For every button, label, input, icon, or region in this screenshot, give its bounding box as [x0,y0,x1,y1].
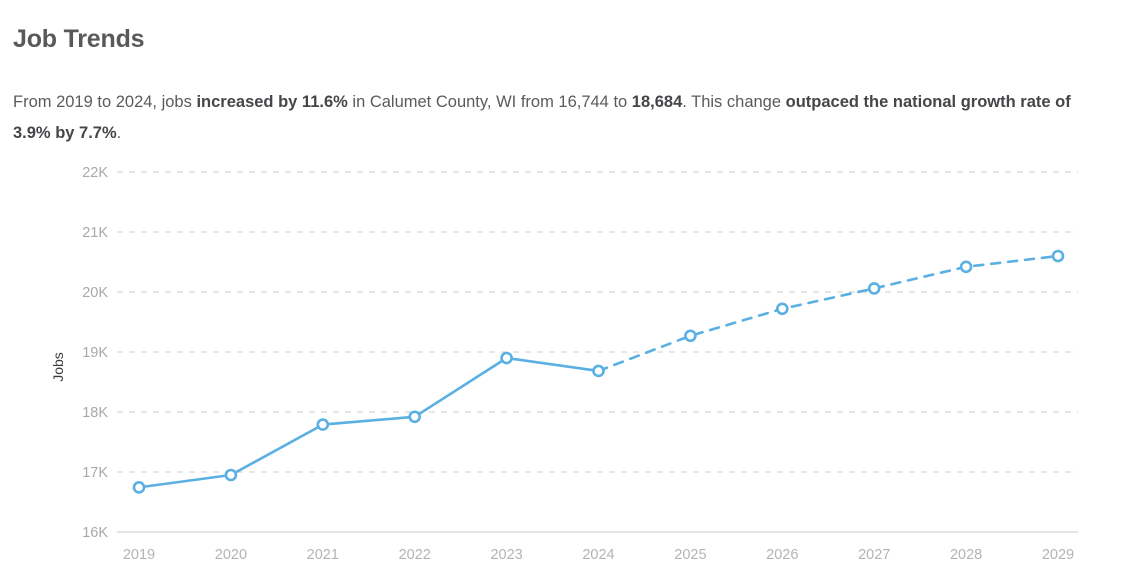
series-lines [137,254,1060,489]
y-axis-tick-label: 17K [82,465,108,481]
x-axis-tick-label: 2026 [766,547,798,563]
data-point-marker[interactable] [316,418,330,431]
data-point-marker[interactable] [500,351,513,365]
x-axis-tick-label: 2022 [399,547,431,563]
summary-national-comparison-highlight: outpaced the national growth rate of 3.9… [13,92,1071,142]
series-line-dashed [597,254,1060,373]
y-axis-tick-label: 21K [82,225,108,241]
x-axis-tick-label: 2025 [674,547,706,563]
y-axis-tick-label: 22K [82,165,108,181]
y-axis-tick-label: 20K [82,285,108,301]
x-axis-tick-label: 2024 [582,547,614,563]
x-axis-tick-label: 2019 [123,547,155,563]
summary-segment-5: . This change [682,92,786,111]
data-point-marker[interactable] [959,260,973,274]
data-point-marker[interactable] [867,282,881,295]
x-axis-tick-labels: 2019 2020 2021 2022 2023 2024 2025 2026 2027 2028… [123,547,1074,563]
x-axis-tick-label: 2020 [215,547,247,563]
job-trends-chart: Jobs 22K 21K 20K 19K 18K 17K 16K 2019 2020 2021 2… [0,145,1129,585]
x-axis-tick-label: 2029 [1042,547,1074,563]
y-axis-tick-label: 16K [82,525,108,541]
data-point-marker[interactable] [775,302,789,316]
page-title: Job Trends [13,24,145,53]
data-point-markers[interactable] [132,249,1065,494]
summary-growth-highlight: increased by 11.6% [196,92,348,111]
gridlines [117,171,1078,533]
x-axis-tick-label: 2023 [490,547,522,563]
data-point-marker[interactable] [224,468,238,482]
series-line-solid [137,356,600,489]
data-point-marker[interactable] [408,410,422,424]
y-axis-tick-label: 18K [82,405,108,421]
summary-paragraph: From 2019 to 2024, jobs increased by 11.… [13,87,1098,149]
summary-segment-7: . [116,123,122,142]
data-point-marker[interactable] [132,481,146,494]
y-axis-tick-labels: 22K 21K 20K 19K 18K 17K 16K [82,165,108,541]
summary-end-jobs-highlight: 18,684 [631,92,683,111]
x-axis-tick-label: 2028 [950,547,982,563]
y-axis-label: Jobs [50,352,66,382]
summary-segment-3: in Calumet County, WI from 16,744 to [347,92,632,111]
x-axis-tick-label: 2027 [858,547,890,563]
data-point-marker[interactable] [592,364,605,378]
summary-segment-1: From 2019 to 2024, jobs [13,92,197,111]
y-axis-tick-label: 19K [82,345,108,361]
data-point-marker[interactable] [684,329,697,343]
x-axis-tick-label: 2021 [307,547,339,563]
data-point-marker[interactable] [1051,249,1065,263]
